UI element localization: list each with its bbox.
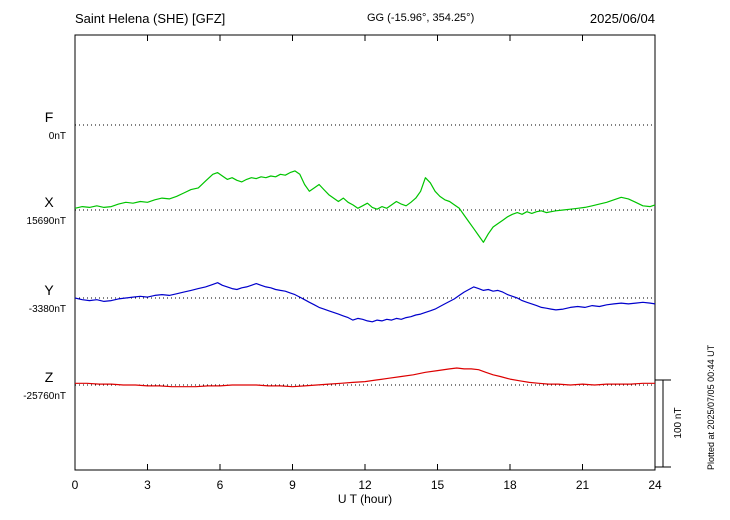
plot-frame: [74, 34, 656, 471]
label-Y: Y: [44, 282, 54, 298]
plotted-at-note: Plotted at 2025/07/05 00:44 UT: [706, 344, 716, 470]
baseline-value-Z: -25760nT: [23, 391, 66, 402]
label-F: F: [45, 109, 54, 125]
tick-label-12: 12: [358, 478, 372, 492]
tick-label-9: 9: [289, 478, 296, 492]
station-title: Saint Helena (SHE) [GFZ]: [75, 11, 225, 26]
component-traces: [74, 170, 656, 388]
x-axis-ticks: 0 3 6 9 12 15 18 21 24: [72, 35, 662, 492]
plot-date: 2025/06/04: [590, 11, 655, 26]
label-Z: Z: [45, 369, 54, 385]
scale-bar-label: 100 nT: [673, 407, 684, 438]
trace-Y: [74, 282, 656, 323]
tick-label-24: 24: [648, 478, 662, 492]
trace-X: [74, 170, 656, 243]
label-X: X: [44, 194, 54, 210]
baseline-dotted-lines: [75, 124, 655, 386]
scale-bar: 100 nT: [655, 379, 684, 468]
x-axis-label: U T (hour): [338, 492, 392, 506]
tick-label-21: 21: [576, 478, 590, 492]
tick-label-3: 3: [144, 478, 151, 492]
geographic-coords: GG (-15.96°, 354.25°): [367, 12, 474, 24]
tick-label-18: 18: [503, 478, 517, 492]
component-labels: F 0nT X 15690nT Y -3380nT Z -25760nT: [23, 109, 66, 402]
baseline-value-F: 0nT: [49, 131, 66, 142]
tick-label-0: 0: [72, 478, 79, 492]
tick-label-6: 6: [217, 478, 224, 492]
trace-Z: [75, 367, 655, 388]
baseline-value-Y: -3380nT: [29, 304, 66, 315]
baseline-value-X: 15690nT: [27, 216, 66, 227]
tick-label-15: 15: [431, 478, 445, 492]
